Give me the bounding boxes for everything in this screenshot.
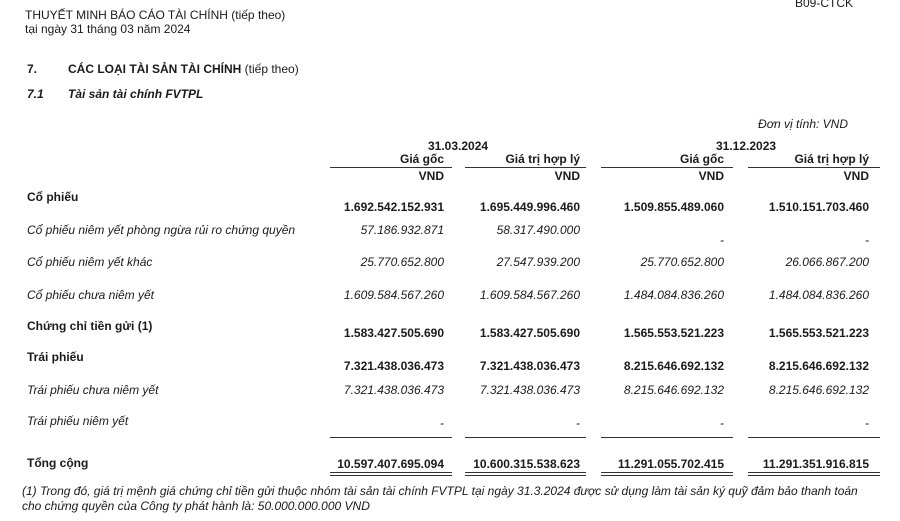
period-header-1: 31.03.2024	[428, 139, 489, 153]
currency-label: VND	[843, 169, 869, 183]
cell-value: 8.215.646.692.132	[768, 383, 869, 397]
column-header-rule	[465, 167, 586, 168]
row-label: Cổ phiếu chưa niêm yết	[27, 288, 155, 302]
subtotal-rule	[748, 437, 880, 438]
cell-value: 8.215.646.692.132	[768, 359, 869, 373]
cell-value: 1.484.084.836.260	[768, 288, 869, 302]
currency-label: VND	[698, 169, 724, 183]
footnote-line-2: cho chứng quyền của Công ty phát hành là…	[22, 499, 370, 513]
section-number: 7.	[27, 62, 38, 76]
cell-value: 1.692.542.152.931	[343, 200, 444, 214]
column-header-rule	[330, 167, 452, 168]
column-header-rule	[748, 167, 880, 168]
report-title-text: THUYẾT MINH BÁO CÁO TÀI CHÍNH	[25, 8, 228, 22]
row-label: Trái phiếu chưa niêm yết	[27, 383, 159, 397]
cell-value: 1.609.584.567.260	[343, 288, 444, 302]
cell-value: 1.509.855.489.060	[623, 200, 724, 214]
cell-value: 1.609.584.567.260	[479, 288, 580, 302]
cell-value: -	[720, 233, 724, 247]
footnote-line-1: (1) Trong đó, giá trị mệnh giá chứng chỉ…	[22, 484, 858, 498]
cell-value: 58.317.490.000	[496, 223, 580, 237]
report-date: tại ngày 31 tháng 03 năm 2024	[25, 22, 191, 36]
cell-value: 1.565.553.521.223	[623, 326, 724, 340]
column-header: Giá trị hợp lý	[505, 152, 580, 166]
cell-value: -	[865, 416, 869, 430]
column-header: Giá trị hợp lý	[794, 152, 869, 166]
total-value: 10.600.315.538.623	[473, 457, 580, 471]
currency-label: VND	[418, 169, 444, 183]
cell-value: 1.510.151.703.460	[768, 200, 869, 214]
unit-label: Đơn vị tính: VND	[758, 117, 848, 131]
cell-value: -	[720, 416, 724, 430]
row-label: Cổ phiếu niêm yết phòng ngừa rủi ro chứn…	[27, 223, 296, 237]
cell-value: 1.565.553.521.223	[768, 326, 869, 340]
total-value: 10.597.407.695.094	[337, 457, 444, 471]
column-header: Giá gốc	[679, 152, 724, 166]
total-double-rule	[748, 472, 880, 476]
total-value: 11.291.351.916.815	[762, 457, 869, 471]
subtotal-rule	[601, 437, 733, 438]
subsection-number: 7.1	[27, 87, 44, 101]
cell-value: 7.321.438.036.473	[479, 359, 580, 373]
cell-value: 25.770.652.800	[360, 255, 444, 269]
cell-value: 26.066.867.200	[785, 255, 869, 269]
column-header: Giá gốc	[399, 152, 444, 166]
cell-value: 25.770.652.800	[640, 255, 724, 269]
report-title-suffix: (tiếp theo)	[231, 8, 286, 22]
subtotal-rule	[330, 437, 452, 438]
row-label: Cổ phiếu	[27, 190, 79, 204]
cell-value: 1.583.427.505.690	[343, 326, 444, 340]
cell-value: 1.583.427.505.690	[479, 326, 580, 340]
cell-value: 1.484.084.836.260	[623, 288, 724, 302]
total-label: Tổng cộng	[27, 456, 89, 470]
cell-value: 8.215.646.692.132	[623, 359, 724, 373]
cell-value: -	[440, 416, 444, 430]
form-code: B09-CTCK	[795, 0, 854, 10]
cell-value: -	[865, 233, 869, 247]
section-title-suffix: (tiếp theo)	[244, 62, 299, 76]
cell-value: 7.321.438.036.473	[343, 383, 444, 397]
cell-value: 1.695.449.996.460	[479, 200, 580, 214]
total-value: 11.291.055.702.415	[617, 457, 724, 471]
subsection-title: Tài sản tài chính FVTPL	[68, 87, 204, 101]
total-double-rule	[465, 472, 586, 476]
period-header-2: 31.12.2023	[716, 139, 777, 153]
row-label: Trái phiếu	[27, 350, 84, 364]
total-double-rule	[330, 472, 452, 476]
column-header-rule	[601, 167, 733, 168]
row-label: Cổ phiếu niêm yết khác	[27, 255, 153, 269]
row-label: Chứng chỉ tiền gửi (1)	[27, 319, 153, 333]
total-double-rule	[601, 472, 733, 476]
cell-value: 27.547.939.200	[496, 255, 580, 269]
row-label: Trái phiếu niêm yết	[27, 414, 129, 428]
cell-value: 7.321.438.036.473	[343, 359, 444, 373]
subtotal-rule	[465, 437, 586, 438]
section-title-text: CÁC LOẠI TÀI SẢN TÀI CHÍNH	[68, 62, 242, 76]
cell-value: 57.186.932.871	[360, 223, 444, 237]
currency-label: VND	[554, 169, 580, 183]
section-title: CÁC LOẠI TÀI SẢN TÀI CHÍNH (tiếp theo)	[68, 62, 299, 76]
report-title: THUYẾT MINH BÁO CÁO TÀI CHÍNH (tiếp theo…	[25, 8, 285, 22]
cell-value: 8.215.646.692.132	[623, 383, 724, 397]
cell-value: 7.321.438.036.473	[479, 383, 580, 397]
cell-value: -	[576, 416, 580, 430]
